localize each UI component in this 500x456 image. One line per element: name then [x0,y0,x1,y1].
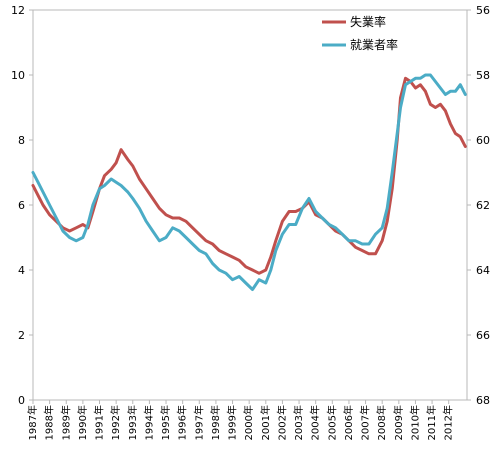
x-axis: 1987年 1988年 1989年 1990年 1991年 1992年 1993年 1994年… [26,400,455,440]
x-tick-label: 1987年 [26,405,39,440]
left-tick-label: 0 [18,394,25,407]
x-tick-label: 2005年 [325,405,338,440]
x-tick-label: 1990年 [76,405,89,440]
x-tick-label: 2010年 [408,405,421,440]
right-tick-label: 68 [476,394,490,407]
legend-label: 失業率 [350,14,386,29]
x-tick-label: 2006年 [342,405,355,440]
x-tick-label: 2000年 [242,405,255,440]
x-tick-label: 2002年 [275,405,288,440]
right-tick-label: 56 [476,4,490,17]
series-layer [31,73,467,291]
x-tick-label: 2004年 [309,405,322,440]
x-tick-label: 2011年 [425,405,438,440]
right-tick-label: 62 [476,199,490,212]
x-tick-label: 2012年 [442,405,455,440]
left-tick-label: 8 [18,134,25,147]
left-tick-label: 12 [11,4,25,17]
left-tick-label: 4 [18,264,25,277]
legend-label: 就業者率 [350,37,398,52]
left-axis: 0 2 4 6 8 10 12 [11,4,33,407]
x-tick-label: 2001年 [259,405,272,440]
series-line-2 [31,73,467,291]
x-tick-label: 2009年 [392,405,405,440]
series-line-1 [31,76,467,275]
x-tick-label: 1998年 [209,405,222,440]
x-tick-label: 1994年 [142,405,155,440]
x-tick-label: 2008年 [375,405,388,440]
x-tick-label: 2003年 [292,405,305,440]
x-tick-label: 1988年 [43,405,56,440]
plot-area [32,9,468,401]
right-tick-label: 60 [476,134,490,147]
x-tick-label: 1995年 [159,405,172,440]
x-tick-label: 1991年 [93,405,106,440]
right-axis: 56 58 60 62 64 66 68 [467,4,490,407]
x-tick-label: 2007年 [359,405,372,440]
x-tick-label: 1996年 [176,405,189,440]
x-tick-label: 1997年 [192,405,205,440]
left-tick-label: 2 [18,329,25,342]
x-tick-label: 1992年 [109,405,122,440]
x-tick-label: 1989年 [59,405,72,440]
x-tick-label: 1993年 [126,405,139,440]
left-tick-label: 10 [11,69,25,82]
left-tick-label: 6 [18,199,25,212]
right-tick-label: 64 [476,264,490,277]
x-tick-label: 1999年 [226,405,239,440]
right-tick-label: 58 [476,69,490,82]
right-tick-label: 66 [476,329,490,342]
